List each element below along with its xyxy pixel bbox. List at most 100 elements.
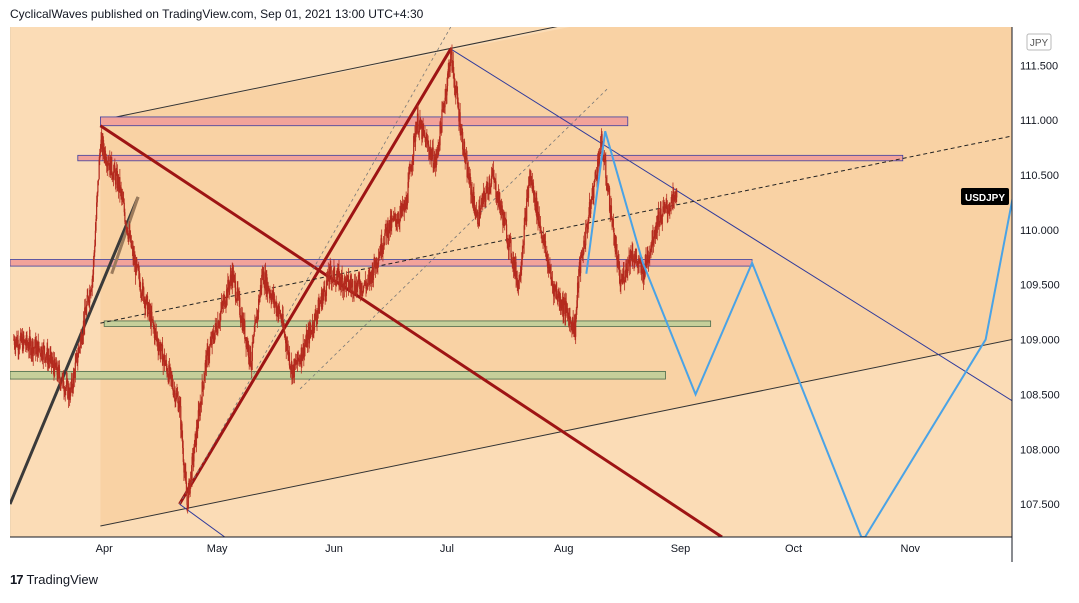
site-name[interactable]: TradingView.com xyxy=(162,7,254,21)
candle-body xyxy=(497,193,500,206)
candle-body xyxy=(347,275,349,277)
candle-body xyxy=(362,285,365,292)
candle-body xyxy=(595,174,597,179)
candle-body xyxy=(509,237,511,240)
candle-body xyxy=(266,282,269,294)
candle-body xyxy=(124,221,127,224)
candle-body xyxy=(111,173,113,178)
candle-body xyxy=(379,251,382,255)
candle-body xyxy=(60,383,62,386)
candle-body xyxy=(193,453,195,462)
candle-body xyxy=(344,276,346,289)
steep-black-line xyxy=(10,196,140,505)
candle-body xyxy=(59,378,61,386)
candle-body xyxy=(510,239,512,258)
zone-support-3 xyxy=(103,320,712,327)
candle-body xyxy=(105,161,107,164)
candle-body xyxy=(207,347,209,349)
candle-body xyxy=(656,216,658,233)
candle-body xyxy=(547,262,549,267)
candle-body xyxy=(314,312,316,314)
candle-body xyxy=(176,393,178,396)
candle-body xyxy=(672,191,674,201)
candle-body xyxy=(381,251,383,254)
candle-body xyxy=(417,113,419,133)
candle-body xyxy=(21,337,23,342)
candle-body xyxy=(150,311,152,327)
candle-body xyxy=(662,206,665,208)
candle-body xyxy=(620,279,622,287)
candle-body xyxy=(320,302,322,304)
candle-body xyxy=(89,289,91,296)
candle-body xyxy=(339,274,341,287)
candle-body xyxy=(339,274,341,284)
candle-body xyxy=(616,251,618,266)
candle-body xyxy=(201,382,203,405)
candle-body xyxy=(285,343,287,350)
candle-body xyxy=(177,397,179,412)
candle-body xyxy=(649,252,651,260)
candle-body xyxy=(162,358,164,366)
candle-body xyxy=(411,165,413,172)
author-name[interactable]: CyclicalWaves xyxy=(10,7,88,21)
candle-body xyxy=(226,289,228,298)
candle-body xyxy=(463,141,466,160)
candle-body xyxy=(394,213,397,220)
candle-body xyxy=(372,272,375,280)
candle-body xyxy=(531,180,533,192)
candle-body xyxy=(129,230,131,241)
candle-body xyxy=(522,245,525,247)
candle-body xyxy=(594,172,596,180)
candle-body xyxy=(317,310,319,316)
candle-body xyxy=(651,244,653,248)
candle-body xyxy=(479,213,481,218)
candle-body xyxy=(492,170,495,177)
candle-body xyxy=(398,221,400,223)
candle-body xyxy=(52,360,54,368)
candle-body xyxy=(143,298,145,303)
candle-body xyxy=(618,261,620,266)
candle-body xyxy=(264,272,266,288)
candle-body xyxy=(389,220,391,231)
candle-body xyxy=(565,301,567,308)
candle-body xyxy=(392,218,394,221)
candle-body xyxy=(374,257,376,266)
candle-body xyxy=(25,344,27,346)
candle-body xyxy=(354,280,356,291)
candle-body xyxy=(549,266,551,271)
candle-body xyxy=(131,247,133,248)
candle-body xyxy=(355,282,358,294)
candle-body xyxy=(471,189,473,197)
candle-body xyxy=(634,258,636,263)
candle-body xyxy=(321,292,323,307)
candle-body xyxy=(606,184,608,192)
candle-body xyxy=(584,245,586,248)
candle-body xyxy=(332,270,334,278)
candle-body xyxy=(215,323,217,327)
candle-body xyxy=(242,318,245,332)
candle-body xyxy=(75,353,78,358)
candle-body xyxy=(23,335,25,342)
candle-body xyxy=(84,307,86,328)
candle-body xyxy=(160,351,162,356)
candle-body xyxy=(340,283,342,286)
footer-brand[interactable]: 17 TradingView xyxy=(10,572,98,587)
candle-body xyxy=(152,319,154,326)
candle-body xyxy=(96,202,98,220)
candle-body xyxy=(395,219,397,226)
candle-body xyxy=(519,273,522,280)
candle-body xyxy=(457,103,459,110)
candle-body xyxy=(415,131,417,135)
candle-body xyxy=(674,191,677,200)
candle-body xyxy=(68,386,70,397)
candle-body xyxy=(190,471,193,480)
candle-body xyxy=(484,198,486,202)
candle-body xyxy=(661,218,663,224)
candle-body xyxy=(507,242,510,251)
candles-layer xyxy=(13,44,678,514)
candle-body xyxy=(134,260,137,276)
candle-body xyxy=(462,149,464,156)
candle-body xyxy=(128,233,130,239)
candle-body xyxy=(214,323,216,333)
